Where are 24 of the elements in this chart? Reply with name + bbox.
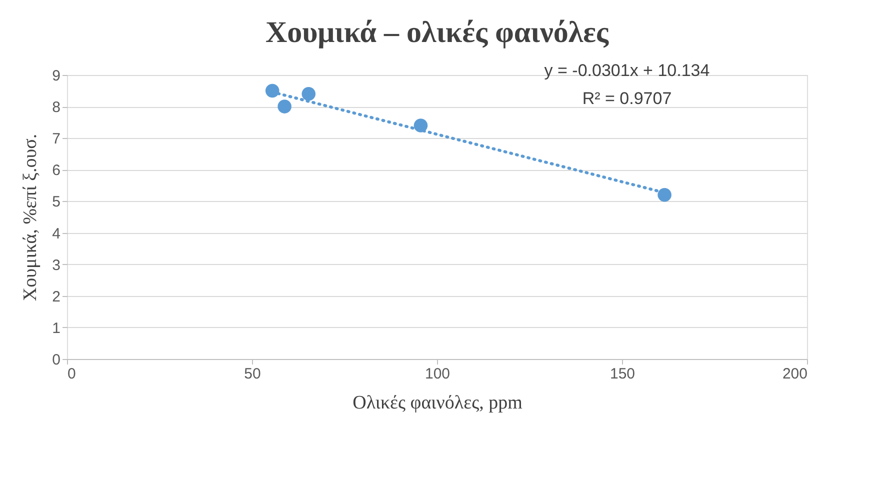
- point: [278, 100, 292, 114]
- point: [658, 188, 672, 202]
- annotation: R² = 0.9707: [582, 89, 672, 108]
- x-tick-label: 0: [68, 366, 76, 382]
- y-axis-title: Χουμικά, %επί ξ.ουσ.: [20, 134, 42, 302]
- chart-title: Χουμικά – ολικές φαινόλες: [265, 16, 609, 49]
- point: [265, 84, 280, 98]
- point: [302, 87, 316, 101]
- x-axis-title: Ολικές φαινόλες, ppm: [352, 392, 523, 414]
- y-tick-label: 6: [52, 162, 60, 180]
- x-tick-label: 150: [610, 366, 636, 382]
- y-tick-label: 1: [52, 320, 60, 337]
- x-tick-label: 50: [244, 366, 261, 382]
- y-tick-label: 8: [52, 99, 60, 116]
- y-tick-label: 0: [52, 352, 60, 368]
- x-tick-label: 200: [782, 366, 808, 382]
- y-tick-label: 2: [52, 288, 60, 306]
- y-tick-label: 9: [52, 68, 60, 84]
- y-tick-label: 4: [52, 225, 60, 242]
- y-tick-label: 3: [52, 256, 60, 274]
- y-tick-label: 7: [52, 130, 60, 148]
- y-tick-label: 5: [52, 194, 60, 211]
- annotation: y = -0.0301x + 10.134: [544, 61, 710, 80]
- x-tick-label: 100: [424, 366, 450, 382]
